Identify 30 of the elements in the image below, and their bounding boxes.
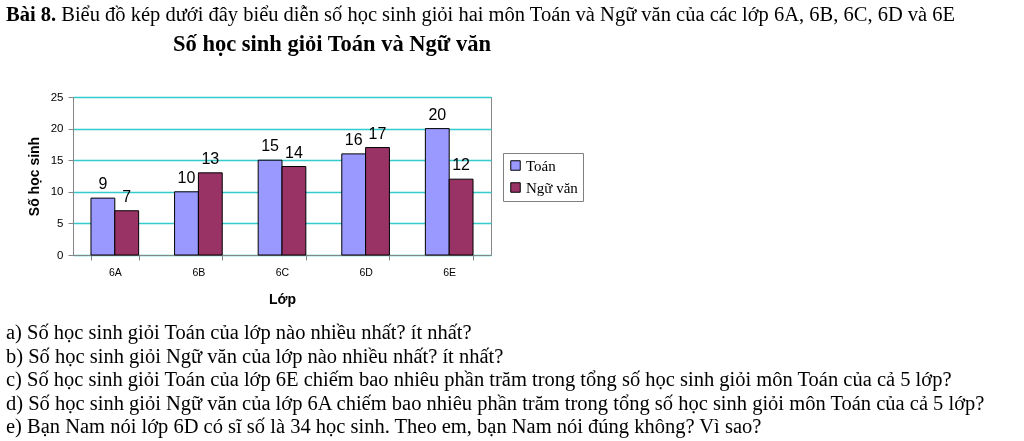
data-label: 10 bbox=[177, 168, 196, 186]
text: d) Số học sinh giỏi Ngữ văn của lớp 6A chiếm bao nhiêu phần trăm trong tổng số học sinh giỏi môn Toán của cả 5 lớp? bbox=[6, 391, 985, 416]
data-label: 20 bbox=[428, 105, 447, 123]
y-tick-label: 25 bbox=[50, 90, 64, 103]
x-tick-label: 6E bbox=[443, 265, 457, 278]
text: c) Số học sinh giỏi Toán của lớp 6E chiếm bao nhiêu phần trăm trong tổng số học sinh giỏi môn Toán của cả 5 lớp? bbox=[6, 368, 953, 392]
text: b) Số học sinh giỏi Ngữ văn của lớp nào nhiều nhất? ít nhất? bbox=[6, 344, 505, 369]
y-axis-title: Số học sinh bbox=[25, 136, 42, 217]
x-axis-title: Lớp bbox=[268, 291, 297, 307]
chart-title: Số học sinh giỏi Toán và Ngữ văn bbox=[173, 30, 492, 56]
y-tick-label: 0 bbox=[57, 248, 64, 261]
data-label: 9 bbox=[98, 175, 108, 193]
y-tick-label: 20 bbox=[50, 122, 64, 135]
text: a) Số học sinh giỏi Toán của lớp nào nhiều nhất? ít nhất? bbox=[6, 321, 473, 345]
data-label: 15 bbox=[261, 137, 280, 155]
x-tick-label: 6B bbox=[192, 265, 206, 278]
data-label: 14 bbox=[285, 143, 303, 161]
text: Bài 8. Biểu đồ kép dưới đây biểu diễn số học sinh giỏi hai môn Toán và Ngữ văn của các lớp 6A, 6B, 6C, 6D và 6E bbox=[6, 2, 956, 26]
x-tick-label: 6A bbox=[108, 265, 122, 278]
legend-label: Ngữ văn bbox=[526, 179, 579, 196]
text: e) Bạn Nam nói lớp 6D có sĩ số là 34 học sinh. Theo em, bạn Nam nói đúng không? Vì sao? bbox=[6, 415, 763, 439]
y-tick-label: 15 bbox=[50, 153, 64, 166]
x-tick-label: 6D bbox=[359, 265, 374, 278]
legend-label: Toán bbox=[526, 157, 557, 174]
y-tick-label: 10 bbox=[50, 185, 64, 198]
data-label: 12 bbox=[452, 156, 471, 174]
data-label: 7 bbox=[122, 187, 132, 205]
y-tick-label: 5 bbox=[57, 216, 64, 229]
data-label: 16 bbox=[344, 130, 363, 148]
x-tick-label: 6C bbox=[275, 265, 290, 278]
